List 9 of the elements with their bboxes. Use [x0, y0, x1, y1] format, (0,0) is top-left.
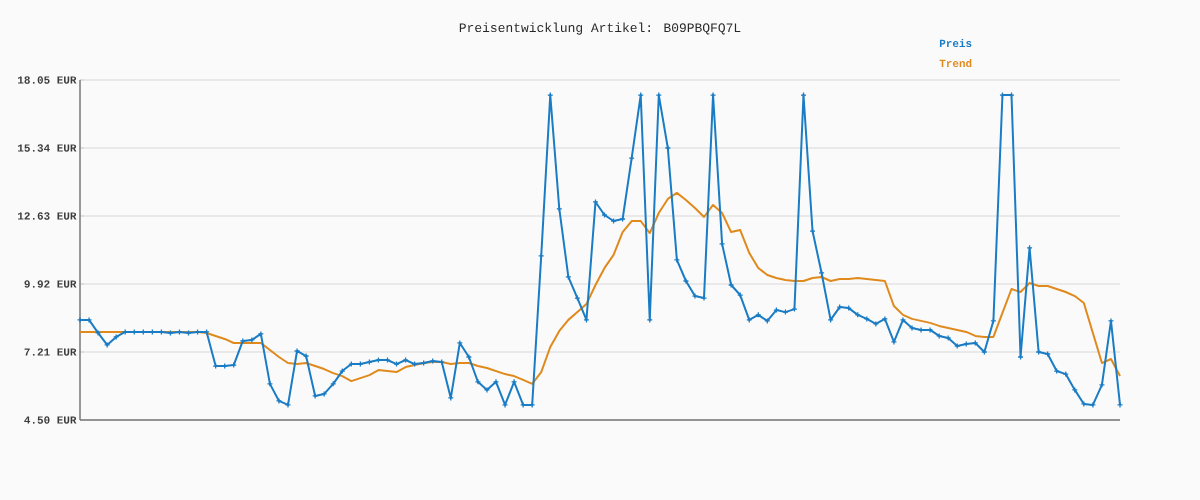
y-tick-label: 9.92 EUR	[24, 280, 77, 288]
y-tick-label: 18.05 EUR	[18, 76, 77, 84]
y-tick-label: 15.34 EUR	[18, 144, 77, 152]
y-tick-label: 12.63 EUR	[18, 212, 77, 220]
text: Preis	[939, 39, 972, 48]
text: Trend	[939, 59, 972, 68]
y-tick-label: 7.21 EUR	[24, 348, 77, 356]
y-tick-label: 4.50 EUR	[24, 416, 77, 424]
chart-title: Preisentwicklung Artikel: B09PBQFQ7L	[459, 22, 741, 35]
